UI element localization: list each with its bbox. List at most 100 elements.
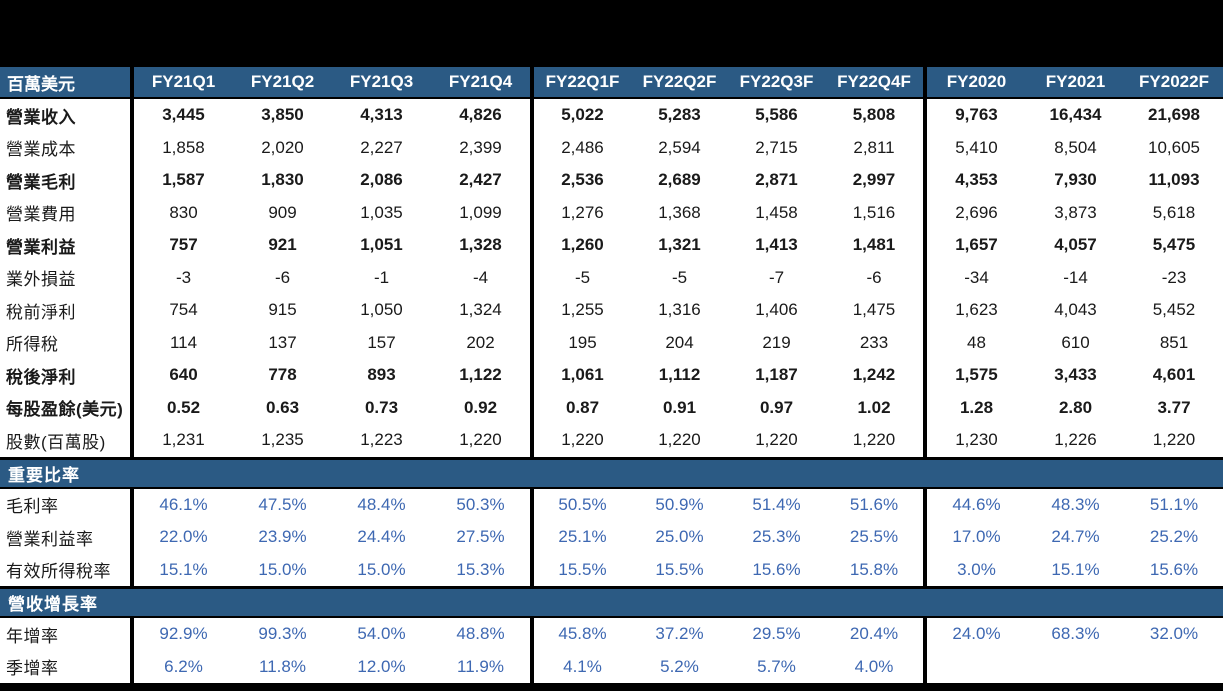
value-cell: 1,830 (233, 164, 332, 197)
value-cell: 1,226 (1026, 424, 1125, 457)
value-cell: 0.91 (631, 391, 728, 424)
value-cell: 778 (233, 359, 332, 392)
value-cell: 3,850 (233, 99, 332, 132)
value-cell: 1,231 (134, 424, 233, 457)
column-divider (530, 618, 534, 651)
table-row: 營業利益率 22.0% 23.9% 24.4% 27.5% 25.1% 25.0% 25.3%… (0, 521, 1223, 554)
column-divider (923, 131, 927, 164)
value-cell: 48.4% (332, 488, 431, 521)
value-cell: 51.4% (728, 488, 825, 521)
table-row: 稅前淨利 754 915 1,050 1,324 1,255 1,316 1,406 1,475… (0, 294, 1223, 327)
value-cell: 15.6% (728, 553, 825, 586)
row-label: 營業毛利 (0, 164, 130, 197)
value-cell: -6 (233, 261, 332, 294)
row-label: 營業收入 (0, 99, 130, 132)
column-header: FY2020 (927, 67, 1026, 97)
value-cell: 5.7% (728, 650, 825, 683)
value-cell: 4.0% (825, 650, 923, 683)
value-cell: 1,276 (534, 196, 631, 229)
value-cell: 16,434 (1026, 99, 1125, 132)
column-divider (130, 391, 134, 424)
value-cell: 48 (927, 326, 1026, 359)
column-divider (130, 650, 134, 683)
value-cell: 1,242 (825, 359, 923, 392)
value-cell: 1,587 (134, 164, 233, 197)
column-divider (923, 261, 927, 294)
value-cell: 851 (1125, 326, 1223, 359)
value-cell: 3,433 (1026, 359, 1125, 392)
value-cell: 3,445 (134, 99, 233, 132)
column-divider (530, 196, 534, 229)
value-cell: 7,930 (1026, 164, 1125, 197)
value-cell: 195 (534, 326, 631, 359)
table-row: 營業毛利 1,587 1,830 2,086 2,427 2,536 2,689 2,871 2… (0, 164, 1223, 197)
value-cell: 2,997 (825, 164, 923, 197)
row-label: 營業利益率 (0, 521, 130, 554)
table-row: 有效所得稅率 15.1% 15.0% 15.0% 15.3% 15.5% 15.5% 15.6… (0, 553, 1223, 586)
table-row: 營業收入 3,445 3,850 4,313 4,826 5,022 5,283 5,586 5… (0, 99, 1223, 132)
column-header: FY2022F (1125, 67, 1223, 97)
column-divider (530, 553, 534, 586)
value-cell: 1,316 (631, 294, 728, 327)
value-cell: 1,122 (431, 359, 530, 392)
value-cell (1125, 650, 1223, 683)
row-label: 季增率 (0, 650, 130, 683)
row-label: 股數(百萬股) (0, 424, 130, 457)
value-cell: 1,368 (631, 196, 728, 229)
value-cell: -5 (534, 261, 631, 294)
column-header: FY22Q1F (534, 67, 631, 97)
value-cell: 1,413 (728, 229, 825, 262)
value-cell: 3,873 (1026, 196, 1125, 229)
value-cell: 29.5% (728, 618, 825, 651)
value-cell: 1.02 (825, 391, 923, 424)
table-body: 營業收入 3,445 3,850 4,313 4,826 5,022 5,283 5,586 5… (0, 99, 1223, 683)
value-cell: 4,353 (927, 164, 1026, 197)
horizontal-divider (0, 586, 1223, 589)
value-cell: 219 (728, 326, 825, 359)
value-cell: -34 (927, 261, 1026, 294)
column-header: FY22Q3F (728, 67, 825, 97)
value-cell (927, 650, 1026, 683)
row-label: 稅前淨利 (0, 294, 130, 327)
value-cell: 1,516 (825, 196, 923, 229)
table-row: 毛利率 46.1% 47.5% 48.4% 50.3% 50.5% 50.9% 51.4% 51… (0, 488, 1223, 521)
column-header: FY21Q4 (431, 67, 530, 97)
column-divider (130, 131, 134, 164)
value-cell: 48.8% (431, 618, 530, 651)
value-cell: 68.3% (1026, 618, 1125, 651)
row-label: 所得稅 (0, 326, 130, 359)
value-cell: -7 (728, 261, 825, 294)
value-cell: 5,618 (1125, 196, 1223, 229)
section-band-title: 營收增長率 (8, 595, 98, 614)
value-cell: 2,536 (534, 164, 631, 197)
value-cell: 15.8% (825, 553, 923, 586)
value-cell: 1,051 (332, 229, 431, 262)
column-divider (530, 359, 534, 392)
table-row: 營業成本 1,858 2,020 2,227 2,399 2,486 2,594 2,715 2… (0, 131, 1223, 164)
value-cell: 1,220 (728, 424, 825, 457)
value-cell: 2,227 (332, 131, 431, 164)
value-cell: 204 (631, 326, 728, 359)
column-divider (530, 650, 534, 683)
column-header: FY22Q2F (631, 67, 728, 97)
value-cell: -4 (431, 261, 530, 294)
column-divider (923, 229, 927, 262)
value-cell: 24.4% (332, 521, 431, 554)
column-divider (530, 294, 534, 327)
value-cell: 15.5% (631, 553, 728, 586)
value-cell: 5,452 (1125, 294, 1223, 327)
column-header: FY22Q4F (825, 67, 923, 97)
value-cell: 15.0% (332, 553, 431, 586)
value-cell: 114 (134, 326, 233, 359)
value-cell: 610 (1026, 326, 1125, 359)
value-cell: 1.28 (927, 391, 1026, 424)
value-cell: 830 (134, 196, 233, 229)
value-cell: 27.5% (431, 521, 530, 554)
column-divider (130, 294, 134, 327)
value-cell: 4,313 (332, 99, 431, 132)
horizontal-divider (0, 456, 1223, 460)
column-divider (530, 326, 534, 359)
column-divider (923, 164, 927, 197)
table-header-row: 百萬美元 FY21Q1 FY21Q2 FY21Q3 FY21Q4 FY22Q1F… (0, 67, 1223, 97)
value-cell: 3.0% (927, 553, 1026, 586)
